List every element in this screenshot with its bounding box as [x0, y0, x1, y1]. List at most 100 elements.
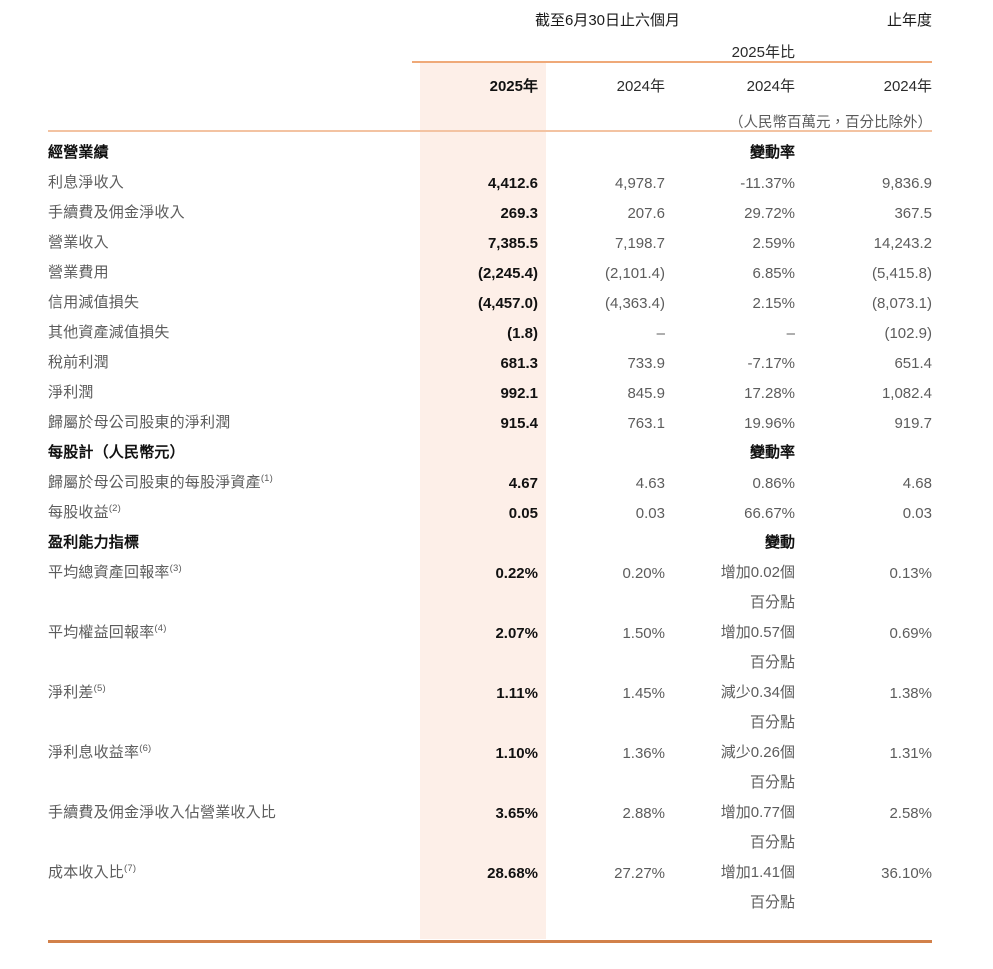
- table-row-continuation: 百分點: [48, 642, 932, 672]
- row-value-current: 4,412.6: [487, 175, 538, 192]
- section-prior-blank: [546, 132, 665, 162]
- row-value-fullyear: (5,415.8): [871, 265, 932, 282]
- row-label-continuation: [48, 582, 420, 612]
- table-header-sub-row: 2025年比: [48, 30, 932, 62]
- row-label: 成本收入比(7): [48, 863, 137, 881]
- table-row: 歸屬於母公司股東的每股淨資產(1) 4.67 4.63 0.86% 4.68: [48, 462, 932, 492]
- row-label: 信用減值損失: [48, 294, 140, 311]
- row-value-change: 2.59%: [752, 235, 795, 252]
- table-row: 每股收益(2) 0.05 0.03 66.67% 0.03: [48, 492, 932, 522]
- row-value-current: (2,245.4): [477, 265, 538, 282]
- row-value-fullyear: 0.13%: [889, 565, 932, 582]
- row-value-change: 增加0.57個: [720, 624, 795, 641]
- table-row: 其他資產減值損失 (1.8) – – (102.9): [48, 312, 932, 342]
- row-current-continuation: [420, 582, 546, 612]
- row-value-current: 3.65%: [495, 805, 538, 822]
- row-value-current: 0.22%: [495, 565, 538, 582]
- section-current-blank: [420, 522, 546, 552]
- table-row: 信用減值損失 (4,457.0) (4,363.4) 2.15% (8,073.1): [48, 282, 932, 312]
- row-prior-continuation: [546, 702, 665, 732]
- row-value-fullyear: 2.58%: [889, 805, 932, 822]
- header-col-change-year: 2024年: [746, 78, 795, 95]
- row-fullyear-continuation: [795, 642, 932, 672]
- header-sub-spacer-current: [420, 30, 546, 62]
- section-title: 每股計（人民幣元）: [48, 444, 185, 461]
- row-value-prior: 7,198.7: [614, 235, 665, 252]
- row-value-change: 6.85%: [752, 265, 795, 282]
- footnote-marker: (7): [124, 863, 137, 874]
- header-sub-spacer-prior: [546, 30, 665, 62]
- row-value-fullyear: 651.4: [894, 355, 932, 372]
- row-prior-continuation: [546, 642, 665, 672]
- row-label: 手續費及佣金淨收入: [48, 204, 185, 221]
- row-label: 平均權益回報率(4): [48, 623, 167, 641]
- row-value-fullyear: 1.38%: [889, 685, 932, 702]
- section-change-header: 變動: [764, 534, 795, 551]
- row-value-current: 1.11%: [496, 685, 538, 702]
- row-value-current: (1.8): [507, 325, 538, 342]
- section-prior-blank: [546, 522, 665, 552]
- row-value-fullyear: 1,082.4: [881, 385, 932, 402]
- row-value-fullyear: 36.10%: [881, 865, 932, 882]
- header-spacer: [48, 0, 420, 30]
- row-label: 營業費用: [48, 264, 109, 281]
- row-value-prior: 763.1: [627, 415, 665, 432]
- financial-summary-table: 截至6月30日止六個月 止年度 2025年比 2025年 2024年 2024年 2024年…: [48, 0, 932, 912]
- row-value-change: –: [786, 325, 795, 342]
- row-value-fullyear: 14,243.2: [873, 235, 932, 252]
- row-value-fullyear: 9,836.9: [881, 175, 932, 192]
- table-units-row: （人民幣百萬元，百分比除外）: [48, 96, 932, 132]
- row-label-continuation: [48, 762, 420, 792]
- row-value-prior: 2.88%: [622, 805, 665, 822]
- table-row-continuation: 百分點: [48, 582, 932, 612]
- row-value-prior: 0.03: [635, 505, 665, 522]
- row-label: 其他資產減值損失: [48, 324, 170, 341]
- row-value-fullyear: 919.7: [894, 415, 932, 432]
- row-value-change: 增加0.77個: [720, 804, 795, 821]
- row-prior-continuation: [546, 882, 665, 912]
- row-value-current: 0.05: [508, 505, 538, 522]
- row-fullyear-continuation: [795, 762, 932, 792]
- section-current-blank: [420, 132, 546, 162]
- row-value-change: 增加0.02個: [720, 564, 795, 581]
- footnote-marker: (2): [108, 503, 122, 514]
- row-value-prior: 207.6: [627, 205, 665, 222]
- row-value-prior: 733.9: [627, 355, 665, 372]
- footnote-marker: (6): [139, 743, 152, 754]
- table-header-columns-row: 2025年 2024年 2024年 2024年: [48, 62, 932, 96]
- section-title: 盈利能力指標: [48, 534, 140, 551]
- row-label: 歸屬於母公司股東的淨利潤: [48, 414, 231, 431]
- row-value-prior: –: [656, 325, 665, 342]
- row-value-current: 7,385.5: [487, 235, 538, 252]
- row-label: 平均總資產回報率(3): [48, 563, 182, 581]
- section-fullyear-blank: [795, 432, 932, 462]
- row-change-continuation: 百分點: [749, 714, 795, 731]
- table-row: 手續費及佣金淨收入佔營業收入比 3.65% 2.88% 增加0.77個 2.58%: [48, 792, 932, 822]
- row-value-current: (4,457.0): [477, 295, 538, 312]
- row-value-current: 681.3: [500, 355, 538, 372]
- row-value-change: -7.17%: [747, 355, 795, 372]
- row-change-continuation: 百分點: [749, 834, 795, 851]
- row-change-continuation: 百分點: [749, 654, 795, 671]
- table-top-rule: [412, 61, 932, 63]
- row-change-continuation: 百分點: [749, 894, 795, 911]
- section-prior-blank: [546, 432, 665, 462]
- row-change-continuation: 百分點: [749, 594, 795, 611]
- table-row-continuation: 百分點: [48, 822, 932, 852]
- row-current-continuation: [420, 762, 546, 792]
- section-header-row: 每股計（人民幣元） 變動率: [48, 432, 932, 462]
- header-columns-spacer: [48, 62, 420, 96]
- section-fullyear-blank: [795, 522, 932, 552]
- row-prior-continuation: [546, 582, 665, 612]
- header-sub-spacer-fullyear: [795, 30, 932, 62]
- footnote-marker: (1): [260, 473, 274, 484]
- table-row: 營業收入 7,385.5 7,198.7 2.59% 14,243.2: [48, 222, 932, 252]
- row-value-current: 269.3: [500, 205, 538, 222]
- row-label-continuation: [48, 882, 420, 912]
- table-header-rule: [48, 130, 932, 132]
- row-value-prior: 27.27%: [614, 865, 665, 882]
- row-prior-continuation: [546, 762, 665, 792]
- units-note: （人民幣百萬元，百分比除外）: [729, 115, 932, 131]
- table-row: 淨利息收益率(6) 1.10% 1.36% 減少0.26個 1.31%: [48, 732, 932, 762]
- header-col-fullyear-year: 2024年: [883, 78, 932, 95]
